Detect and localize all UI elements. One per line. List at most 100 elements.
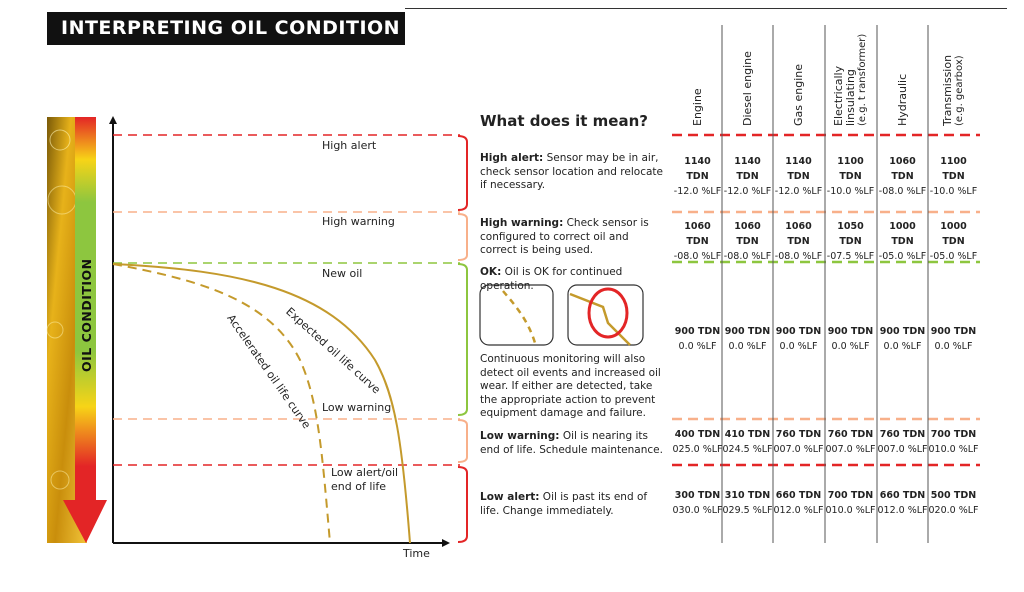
lf-value: 025.0 %LF	[672, 444, 723, 455]
lf-value: 0.0 %LF	[934, 341, 973, 352]
high-warning-bracket	[457, 213, 468, 261]
lf-value: -10.0 %LF	[929, 186, 978, 197]
meaning-heading: What does it mean?	[480, 112, 648, 130]
table-cell: 310 TDN 029.5 %LF	[722, 488, 773, 518]
table-cell: 1060 TDN -08.0 %LF	[773, 219, 824, 264]
table-cell: 900 TDN 0.0 %LF	[877, 324, 928, 354]
lf-value: 029.5 %LF	[722, 505, 773, 516]
table-cell: 1100 TDN -10.0 %LF	[928, 154, 979, 199]
column-header: Transmission (e.g. gearbox)	[928, 6, 979, 126]
text: Oil is OK for continued operation.	[480, 266, 623, 292]
lf-value: 0.0 %LF	[728, 341, 767, 352]
condition-arrow	[63, 117, 107, 543]
column-header: Hydraulic	[877, 6, 928, 126]
table-cell: 700 TDN 010.0 %LF	[825, 488, 876, 518]
tdn-value: 900 TDN	[879, 326, 926, 337]
monitoring-description: Continuous monitoring will also detect o…	[480, 353, 661, 419]
tdn-value: 1060 TDN	[684, 221, 711, 247]
column-header: Electrically linsulating (e.g. t ransforme…	[825, 6, 876, 126]
tdn-value: 400 TDN	[674, 429, 721, 440]
tdn-value: 500 TDN	[930, 490, 977, 501]
column-header-line: (e.g. gearbox)	[953, 55, 965, 126]
tdn-value: 1060 TDN	[785, 221, 812, 247]
lf-value: -05.0 %LF	[878, 251, 927, 262]
table-cell: 1000 TDN -05.0 %LF	[928, 219, 979, 264]
term: OK:	[480, 266, 502, 278]
dashed-curve-icon	[502, 290, 537, 344]
lf-value: 0.0 %LF	[678, 341, 717, 352]
column-header-line: Diesel engine	[740, 51, 754, 126]
tdn-value: 1100 TDN	[940, 156, 967, 182]
column-header: Gas engine	[773, 6, 824, 126]
table-cell: 410 TDN 024.5 %LF	[722, 427, 773, 457]
tdn-value: 1140 TDN	[785, 156, 812, 182]
lf-value: -08.0 %LF	[723, 251, 772, 262]
table-cell: 1000 TDN -05.0 %LF	[877, 219, 928, 264]
lf-value: 007.0 %LF	[825, 444, 876, 455]
table-cell: 900 TDN 0.0 %LF	[773, 324, 824, 354]
zone-high-warning: High warning	[322, 215, 395, 228]
tdn-value: 660 TDN	[775, 490, 822, 501]
table-cell: 660 TDN 012.0 %LF	[773, 488, 824, 518]
term: Low alert:	[480, 491, 540, 503]
tdn-value: 1140 TDN	[684, 156, 711, 182]
highlight-circle-icon	[587, 287, 629, 339]
text: Oil is nearing its end of life. Schedule…	[480, 430, 663, 456]
oil-condition-label: OIL CONDITION	[79, 258, 94, 372]
tdn-value: 900 TDN	[775, 326, 822, 337]
zone-low-alert: Low alert/oil	[331, 466, 399, 479]
table-cell: 1100 TDN -10.0 %LF	[825, 154, 876, 199]
tdn-value: 1000 TDN	[889, 221, 916, 247]
table-cell: 1140 TDN -12.0 %LF	[773, 154, 824, 199]
table-cell: 900 TDN 0.0 %LF	[722, 324, 773, 354]
column-header-line: Hydraulic	[895, 73, 909, 126]
column-header-line: Engine	[690, 88, 704, 126]
tdn-value: 300 TDN	[674, 490, 721, 501]
tdn-value: 1000 TDN	[940, 221, 967, 247]
lf-value: 010.0 %LF	[928, 444, 979, 455]
lf-value: -08.0 %LF	[673, 251, 722, 262]
table-cell: 900 TDN 0.0 %LF	[928, 324, 979, 354]
lf-value: 007.0 %LF	[773, 444, 824, 455]
lf-value: -12.0 %LF	[673, 186, 722, 197]
expected-oil-life-curve	[112, 263, 411, 544]
column-header-line: linsulating	[843, 69, 857, 126]
lf-value: 0.0 %LF	[883, 341, 922, 352]
tdn-value: 1060 TDN	[889, 156, 916, 182]
term: Low warning:	[480, 430, 560, 442]
column-header-line: (e.g. t ransformer)	[856, 33, 868, 126]
lf-value: -10.0 %LF	[826, 186, 875, 197]
x-axis-arrow-icon	[442, 539, 450, 547]
text: Check sensor is configured to correct oi…	[480, 217, 649, 256]
lf-value: 007.0 %LF	[877, 444, 928, 455]
text: Oil is past its end of life. Change imme…	[480, 491, 648, 517]
tdn-value: 900 TDN	[827, 326, 874, 337]
tdn-value: 900 TDN	[724, 326, 771, 337]
tdn-value: 700 TDN	[827, 490, 874, 501]
lf-value: -12.0 %LF	[723, 186, 772, 197]
tdn-value: 1100 TDN	[837, 156, 864, 182]
zone-high-alert: High alert	[322, 139, 377, 152]
lf-value: -12.0 %LF	[774, 186, 823, 197]
column-header: Engine	[672, 6, 723, 126]
term: High alert:	[480, 152, 544, 164]
lf-value: 0.0 %LF	[779, 341, 818, 352]
lf-value: 012.0 %LF	[877, 505, 928, 516]
accelerated-oil-life-curve	[112, 263, 331, 544]
lf-value: -05.0 %LF	[929, 251, 978, 262]
lf-value: 012.0 %LF	[773, 505, 824, 516]
column-header-line: Electrically	[831, 65, 845, 126]
page-title: INTERPRETING OIL CONDITION	[47, 12, 405, 45]
table-cell: 500 TDN 020.0 %LF	[928, 488, 979, 518]
lf-value: 024.5 %LF	[722, 444, 773, 455]
high-warning-description: High warning: Check sensor is configured…	[480, 217, 665, 258]
high-alert-description: High alert: Sensor may be in air, check …	[480, 152, 665, 193]
table-cell: 1050 TDN -07.5 %LF	[825, 219, 876, 264]
table-cell: 300 TDN 030.0 %LF	[672, 488, 723, 518]
table-cell: 660 TDN 012.0 %LF	[877, 488, 928, 518]
tdn-value: 1060 TDN	[734, 221, 761, 247]
table-cell: 400 TDN 025.0 %LF	[672, 427, 723, 457]
table-cell: 1060 TDN -08.0 %LF	[672, 219, 723, 264]
tdn-value: 410 TDN	[724, 429, 771, 440]
